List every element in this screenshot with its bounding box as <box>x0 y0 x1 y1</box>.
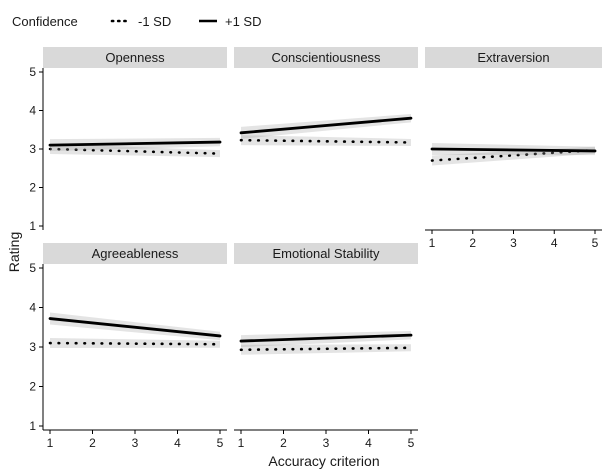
x-tick-label: 4 <box>551 236 558 250</box>
panel-extraversion: Extraversion 1 2 3 4 5 <box>425 47 602 250</box>
x-tick-label: 1 <box>47 436 54 450</box>
y-tick-label: 3 <box>29 340 36 354</box>
series-line-plus-1-sd <box>239 116 413 135</box>
series-line-plus-1-sd <box>430 147 597 153</box>
x-tick-label: 1 <box>429 236 436 250</box>
y-tick-label: 3 <box>29 142 36 156</box>
series-line-plus-1-sd <box>239 333 413 343</box>
x-tick-label: 4 <box>174 436 181 450</box>
x-tick-label: 5 <box>592 236 599 250</box>
x-tick-label: 5 <box>217 436 224 450</box>
y-tick-label: 4 <box>29 301 36 315</box>
y-tick-label: 1 <box>29 419 36 433</box>
legend: Confidence -1 SD +1 SD <box>12 14 262 29</box>
x-tick-label: 3 <box>323 436 330 450</box>
legend-label-plus-1-sd: +1 SD <box>225 14 262 29</box>
series-line-plus-1-sd <box>48 317 222 338</box>
x-tick-label: 4 <box>365 436 372 450</box>
x-axis-title: Accuracy criterion <box>268 453 379 469</box>
panel-strip <box>234 47 418 68</box>
panel-title: Extraversion <box>477 50 549 65</box>
x-tick-label: 5 <box>408 436 415 450</box>
panel-strip <box>43 47 227 68</box>
panel-openness: Openness 1 2 3 4 5 <box>29 47 227 233</box>
series-line-minus-1-sd <box>239 138 413 144</box>
x-tick-label: 2 <box>89 436 96 450</box>
panel-emotional-stability: Emotional Stability 1 2 3 4 5 <box>234 243 418 450</box>
y-tick-label: 1 <box>29 219 36 233</box>
panel-strip <box>234 243 418 264</box>
series-line-minus-1-sd <box>48 341 222 346</box>
y-tick-label: 5 <box>29 65 36 79</box>
x-tick-label: 3 <box>132 436 139 450</box>
panel-agreeableness: Agreeableness 1 2 3 4 5 1 2 3 4 5 <box>29 243 227 450</box>
legend-label-minus-1-sd: -1 SD <box>138 14 171 29</box>
x-tick-label: 1 <box>238 436 245 450</box>
panel-title: Openness <box>105 50 165 65</box>
panel-strip <box>43 243 227 264</box>
y-tick-label: 5 <box>29 261 36 275</box>
x-tick-label: 3 <box>510 236 517 250</box>
series-line-minus-1-sd <box>239 346 413 352</box>
y-tick-label: 2 <box>29 181 36 195</box>
legend-title: Confidence <box>12 14 78 29</box>
y-axis-title: Rating <box>6 232 22 272</box>
x-tick-label: 2 <box>280 436 287 450</box>
y-tick-label: 4 <box>29 104 36 118</box>
series-line-minus-1-sd <box>430 148 597 162</box>
panel-title: Agreeableness <box>92 246 179 261</box>
panel-title: Conscientiousness <box>271 50 381 65</box>
series-line-minus-1-sd <box>48 147 222 155</box>
y-tick-label: 2 <box>29 380 36 394</box>
facet-panels: Openness 1 2 3 4 5 Conscientiousness Extraversi… <box>29 47 602 450</box>
panel-title: Emotional Stability <box>273 246 380 261</box>
x-tick-label: 2 <box>469 236 476 250</box>
series-line-plus-1-sd <box>48 140 222 147</box>
panel-conscientiousness: Conscientiousness <box>234 47 418 146</box>
panel-strip <box>425 47 602 68</box>
